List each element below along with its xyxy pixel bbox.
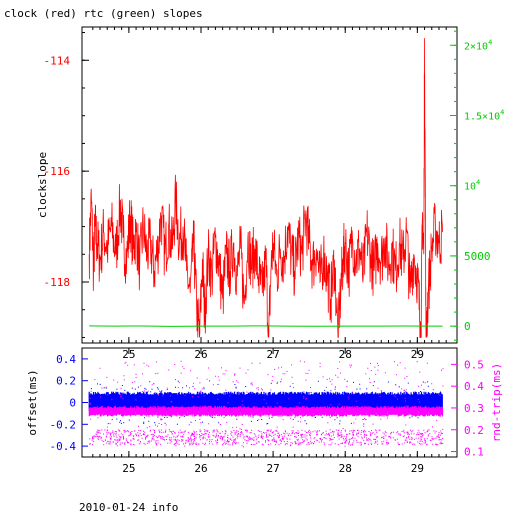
y-tick-label: -118: [44, 276, 71, 289]
series-band-offset: [88, 391, 443, 414]
y2-tick-label: 0.2: [464, 424, 484, 437]
series-line-clock: [88, 38, 443, 338]
y2-tick-label: 104: [464, 179, 480, 193]
y-tick-label: -116: [44, 165, 71, 178]
y2-tick-label: 0.1: [464, 446, 484, 459]
y-tick-label: 0.4: [56, 353, 76, 366]
x-tick-label: 27: [266, 462, 279, 475]
x-tick-label: 25: [122, 462, 135, 475]
y-tick-label: -114: [44, 54, 71, 67]
y-tick-label: -0.4: [50, 440, 77, 453]
y2-tick-label: 0.4: [464, 380, 484, 393]
y2-tick-label: 2×104: [464, 38, 492, 52]
y-axis-label: offset(ms): [26, 369, 39, 435]
x-tick-label: 27: [266, 348, 279, 361]
offset-panel: 25 26 27 28 29 0.4 0.2 0 -0.2 -0.4 0.5 0.4 0.3 0.2 0.1…: [26, 347, 503, 475]
y2-tick-label: 5000: [464, 250, 491, 263]
slope-panel: 25 26 27 28 29 -114 -116 -118 0 5000 104 1.5×104 2×1…: [36, 26, 504, 361]
y-tick-label: 0.2: [56, 375, 76, 388]
y2-tick-label: 0.3: [464, 402, 484, 415]
plot-frame: [81, 26, 458, 344]
y2-tick-label: 1.5×104: [464, 108, 504, 122]
series-band-roundtrip: [88, 405, 444, 417]
y-axis-label: clockslope: [36, 152, 49, 218]
series-line-rtc: [89, 325, 443, 327]
x-tick-label: 29: [411, 462, 424, 475]
y2-tick-label: 0: [464, 320, 471, 333]
y2-axis-label: rnd-trip(ms): [490, 363, 503, 442]
series-points-roundtrip: [89, 360, 444, 448]
footer-info: 2010-01-24 info: [79, 501, 178, 512]
chart-title: clock (red) rtc (green) slopes: [4, 7, 203, 20]
x-tick-label: 26: [194, 348, 207, 361]
x-tick-label: 28: [339, 348, 352, 361]
y2-tick-label: 0.5: [464, 358, 484, 371]
x-tick-label: 26: [194, 462, 207, 475]
y-tick-label: -0.2: [50, 418, 77, 431]
x-tick-label: 29: [411, 348, 424, 361]
x-tick-label: 25: [122, 348, 135, 361]
x-tick-label: 28: [339, 462, 352, 475]
y-tick-label: 0: [69, 397, 76, 410]
